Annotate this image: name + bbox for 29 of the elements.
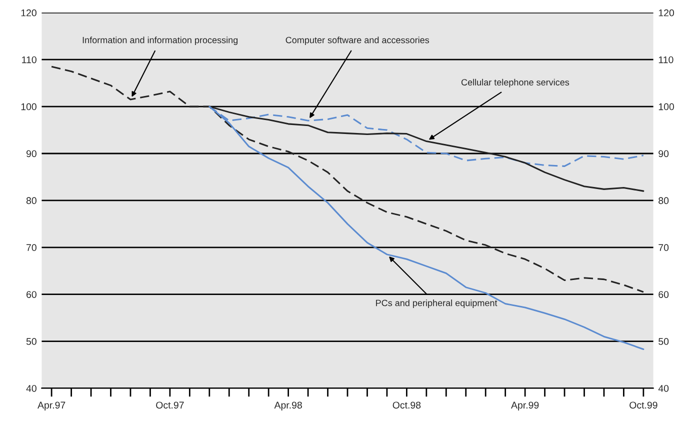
y-tick-label: 100 [21, 103, 36, 110]
x-tick-label: Apr.98 [274, 402, 302, 410]
x-tick-label: Apr.97 [38, 402, 66, 410]
y2-tick-label: 40 [658, 384, 669, 392]
y-tick-label: 120 [21, 9, 36, 16]
text: Computer software and accessories [286, 36, 430, 46]
y-tick-label: 70 [26, 244, 36, 252]
line-series [50, 66, 644, 293]
y2-tick-label: 90 [658, 150, 669, 158]
x-tick-label: Apr.99 [511, 402, 539, 410]
y-tick-label: 40 [26, 384, 36, 392]
y2-tick-label: 60 [658, 291, 669, 298]
text: Information and information processing [82, 36, 238, 46]
y2-tick-label: 80 [658, 197, 669, 204]
y2-tick-label: 50 [658, 338, 669, 345]
y2-tick-label: 100 [658, 103, 674, 110]
y2-tick-label: 110 [658, 56, 674, 64]
y2-tick-label: 70 [658, 244, 669, 252]
series-label: PCs and peripheral equipment [376, 300, 498, 308]
text: Cellular telephone services [461, 78, 570, 88]
x-tick-label: Oct.97 [156, 402, 184, 409]
x-tick-label: Oct.98 [392, 402, 421, 409]
y-tick-label: 80 [26, 197, 36, 204]
y-tick-label: 90 [26, 150, 36, 158]
y-tick-label: 60 [26, 291, 36, 298]
y-tick-label: 50 [26, 338, 36, 345]
y-tick-label: 110 [22, 56, 36, 64]
y2-tick-label: 120 [658, 9, 674, 16]
x-tick-label: Oct.99 [630, 402, 658, 409]
